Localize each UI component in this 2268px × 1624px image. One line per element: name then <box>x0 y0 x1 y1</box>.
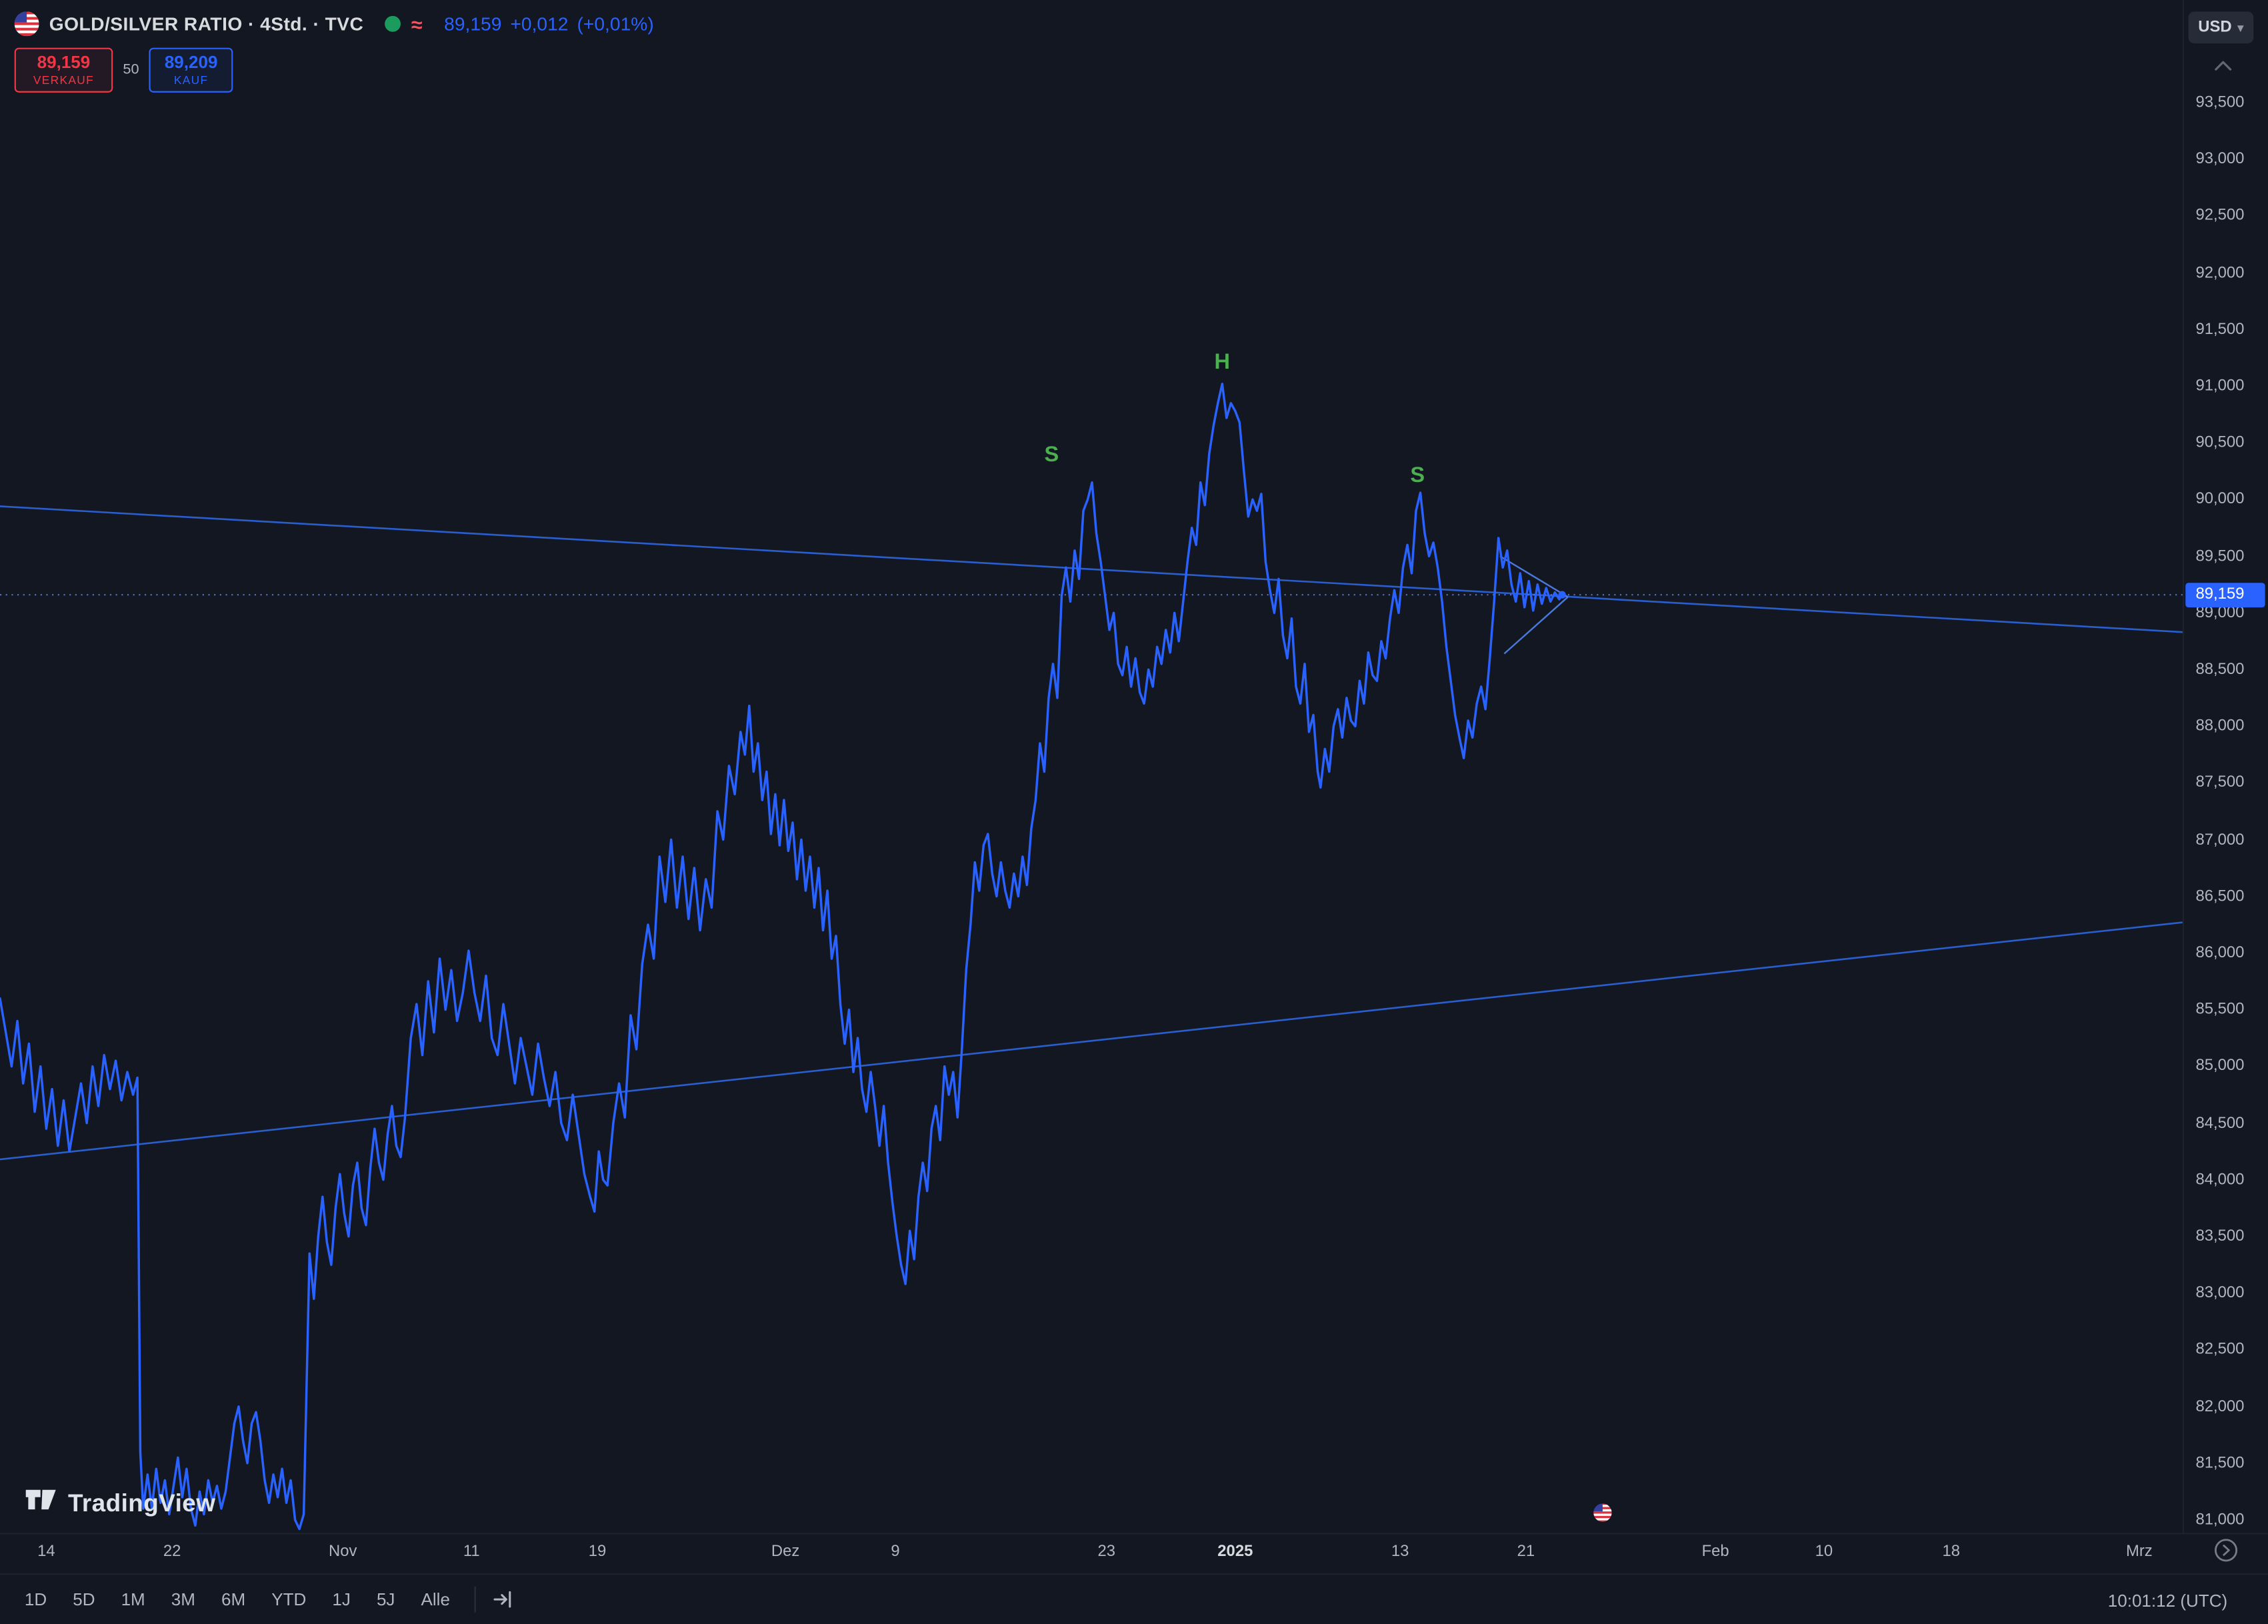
time-tick-label: 9 <box>891 1543 900 1561</box>
price-tick-label: 91,000 <box>2195 377 2245 395</box>
time-tick-label: Dez <box>771 1543 800 1561</box>
sell-price: 89,159 <box>37 51 91 72</box>
price-tick-label: 82,000 <box>2195 1397 2245 1415</box>
time-tick-label: 21 <box>1517 1543 1535 1561</box>
time-tick-label: 19 <box>588 1543 607 1561</box>
time-tick-label: Feb <box>1701 1543 1729 1561</box>
price-tick-label: 91,500 <box>2195 321 2245 339</box>
price-tick-label: 93,000 <box>2195 151 2245 169</box>
price-tick-label: 84,000 <box>2195 1171 2245 1189</box>
price-tick-label: 90,000 <box>2195 491 2245 509</box>
price-tick-label: 82,500 <box>2195 1341 2245 1359</box>
price-tick-label: 85,000 <box>2195 1057 2245 1075</box>
range-button-6m[interactable]: 6M <box>221 1589 246 1610</box>
trendline[interactable] <box>0 921 2183 1161</box>
tradingview-logo-text: TradingView <box>67 1489 216 1517</box>
sell-button[interactable]: 89,159 VERKAUF <box>14 47 113 93</box>
time-tick-label: 2025 <box>1217 1543 1253 1561</box>
quote-change-pct: (+0,01%) <box>577 13 654 35</box>
session-clock[interactable]: 10:01:12 (UTC) <box>2107 1590 2228 1611</box>
price-tick-label: 81,000 <box>2195 1511 2245 1529</box>
chevron-up-icon[interactable] <box>2215 52 2232 78</box>
price-tick-label: 87,500 <box>2195 774 2245 792</box>
range-button-1m[interactable]: 1M <box>121 1589 145 1610</box>
time-tick-label: Mrz <box>2125 1543 2153 1561</box>
price-tick-label: 84,500 <box>2195 1114 2245 1132</box>
range-button-alle[interactable]: Alle <box>421 1589 450 1610</box>
pennant-line[interactable] <box>1503 596 1569 655</box>
time-tick-label: Nov <box>328 1543 357 1561</box>
range-button-ytd[interactable]: YTD <box>271 1589 307 1610</box>
price-tick-label: 88,500 <box>2195 661 2245 679</box>
tradingview-logo[interactable]: TradingView <box>23 1484 216 1523</box>
quote-last-price: 89,159 <box>444 13 502 35</box>
price-tick-label: 83,500 <box>2195 1227 2245 1245</box>
time-tick-label: 11 <box>463 1543 480 1561</box>
spread-value: 50 <box>123 62 139 79</box>
bottom-toolbar: 1D 5D 1M 3M 6M YTD 1J 5J Alle 10:01:12 (UTC) <box>0 1573 2268 1624</box>
range-button-5d[interactable]: 5D <box>73 1589 95 1610</box>
time-tick-label: 22 <box>163 1543 181 1561</box>
time-tick-label: 23 <box>1097 1543 1116 1561</box>
price-tick-label: 86,000 <box>2195 944 2245 962</box>
symbol-flag-icon <box>14 11 39 37</box>
price-tick-label: 85,500 <box>2195 1001 2245 1019</box>
price-series-line[interactable] <box>0 382 1563 1531</box>
price-quote: 89,159 +0,012 (+0,01%) <box>444 13 654 35</box>
range-button-1d[interactable]: 1D <box>24 1589 47 1610</box>
currency-label: USD <box>2198 19 2232 37</box>
price-tick-label: 83,000 <box>2195 1284 2245 1302</box>
price-axis[interactable]: 93,500 93,000 92,500 92,000 91,500 91,000 90,5… <box>2182 0 2268 1533</box>
price-tick-label: 87,000 <box>2195 831 2245 849</box>
price-tick-label: 89,500 <box>2195 547 2245 565</box>
range-buttons: 1D 5D 1M 3M 6M YTD 1J 5J Alle <box>11 1582 463 1617</box>
toolbar-divider <box>474 1586 477 1613</box>
scroll-to-recent-button[interactable] <box>2213 1537 2239 1563</box>
quote-change: +0,012 <box>510 13 569 35</box>
buy-label: KAUF <box>173 73 209 87</box>
price-tick-label: 88,000 <box>2195 717 2245 735</box>
currency-selector[interactable]: USD ▾ <box>2188 11 2254 44</box>
go-to-date-button[interactable] <box>487 1583 519 1615</box>
chevron-down-icon: ▾ <box>2237 21 2244 34</box>
buy-price: 89,209 <box>164 51 218 72</box>
last-price-marker <box>1558 591 1566 599</box>
time-tick-label: 10 <box>1815 1543 1833 1561</box>
pattern-label-s[interactable]: S <box>1044 442 1059 466</box>
market-status-icon[interactable] <box>385 15 401 32</box>
economic-event-flag-icon[interactable] <box>1592 1502 1613 1523</box>
time-tick-label: 13 <box>1391 1543 1409 1561</box>
time-axis[interactable]: 14 22 Nov 11 19 Dez 9 23 2025 13 21 Feb 10 18 Mrz <box>0 1533 2268 1573</box>
sell-label: VERKAUF <box>33 73 95 87</box>
pattern-label-h[interactable]: H <box>1215 349 1231 373</box>
pennant-line[interactable] <box>1499 555 1569 598</box>
price-tick-label: 93,500 <box>2195 93 2245 112</box>
price-tick-label: 86,500 <box>2195 887 2245 905</box>
range-button-5j[interactable]: 5J <box>376 1589 395 1610</box>
last-price-label: 89,159 <box>2185 582 2265 607</box>
chart-pane[interactable]: S H S <box>0 0 2183 1533</box>
price-tick-label: 92,000 <box>2195 264 2245 282</box>
tradingview-logo-icon <box>23 1484 58 1523</box>
symbol-title[interactable]: GOLD/SILVER RATIO · 4Std. · TVC <box>49 13 364 35</box>
trade-buttons: 89,159 VERKAUF 50 89,209 KAUF <box>14 47 233 93</box>
range-button-1j[interactable]: 1J <box>332 1589 351 1610</box>
time-tick-label: 18 <box>1942 1543 1961 1561</box>
buy-button[interactable]: 89,209 KAUF <box>149 47 233 93</box>
price-tick-label: 92,500 <box>2195 207 2245 225</box>
range-button-3m[interactable]: 3M <box>171 1589 195 1610</box>
delayed-data-icon[interactable]: ≈ <box>411 12 423 36</box>
trendline[interactable] <box>0 505 2183 633</box>
price-tick-label: 90,500 <box>2195 434 2245 452</box>
time-tick-label: 14 <box>37 1543 55 1561</box>
price-tick-label: 81,500 <box>2195 1454 2245 1472</box>
symbol-header: GOLD/SILVER RATIO · 4Std. · TVC ≈ 89,159… <box>14 11 654 37</box>
pattern-label-s[interactable]: S <box>1410 463 1425 487</box>
